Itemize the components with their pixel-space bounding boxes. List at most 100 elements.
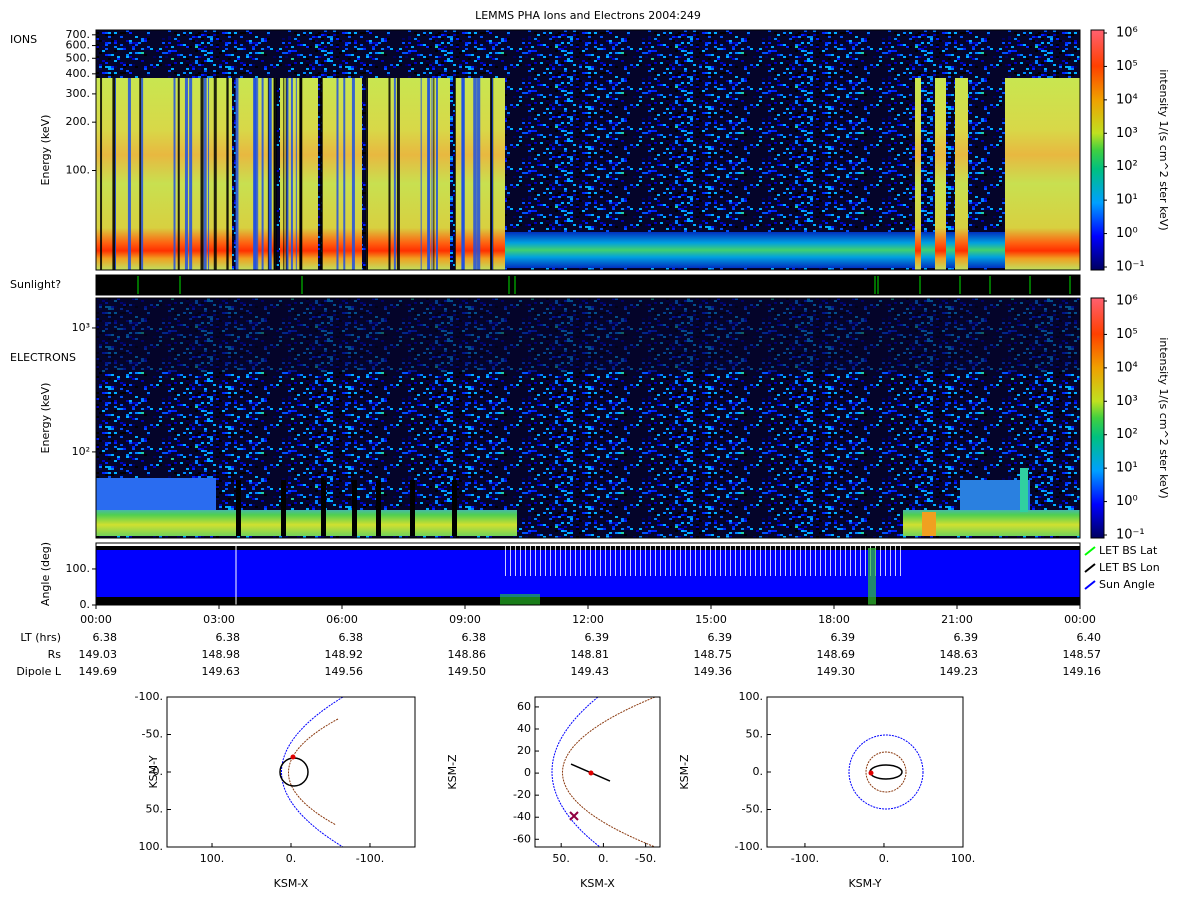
texture: [376, 480, 381, 536]
row-value: 6.38: [216, 631, 241, 644]
row-label: Dipole L: [16, 665, 62, 678]
x-axis-label: KSM-X: [580, 877, 615, 890]
texture: [267, 78, 269, 270]
y-tick-label: 0: [524, 766, 531, 779]
texture: [915, 78, 921, 270]
texture: [1020, 468, 1028, 512]
x-tick-label: 00:00: [80, 613, 112, 626]
y-tick-label: 100.: [739, 690, 764, 703]
row-value: 6.39: [954, 631, 979, 644]
row-value: 149.69: [79, 665, 118, 678]
y-tick-label: 200.: [66, 115, 91, 128]
texture: [96, 78, 232, 270]
y-axis-label: KSM-Z: [446, 754, 459, 790]
y-tick-label: 0.: [80, 598, 91, 611]
texture: [351, 78, 355, 270]
y-axis-label: Angle (deg): [39, 542, 52, 606]
colorbar-tick-label: 10⁶: [1116, 26, 1138, 41]
magnetopause: [551, 696, 601, 848]
electron-spectrogram: [96, 298, 1080, 538]
x-tick-label: 100.: [951, 852, 976, 865]
texture: [200, 78, 204, 270]
x-tick-label: 09:00: [449, 613, 481, 626]
y-tick-label: 500.: [66, 51, 91, 64]
frame: [534, 696, 661, 848]
x-tick-label: 15:00: [695, 613, 727, 626]
y-tick-label: 10²: [72, 445, 90, 458]
frame: [95, 297, 1081, 539]
y-tick-label: 40: [517, 722, 531, 735]
y-tick-label: -50.: [742, 803, 763, 816]
row-value: 6.38: [339, 631, 364, 644]
texture: [141, 78, 144, 270]
row-value: 148.69: [817, 648, 856, 661]
texture: [388, 78, 391, 270]
legend-label: LET BS Lon: [1099, 561, 1160, 574]
texture: [922, 512, 936, 536]
x-tick-label: 0.: [598, 852, 609, 865]
texture: [283, 78, 285, 270]
texture: [96, 597, 1080, 605]
texture: [433, 78, 435, 270]
row-value: 149.43: [571, 665, 610, 678]
row-value: 149.30: [817, 665, 856, 678]
row-value: 149.16: [1063, 665, 1102, 678]
y-tick-label: 100.: [66, 163, 91, 176]
bow-shock: [562, 696, 656, 848]
row-value: 149.63: [202, 665, 241, 678]
legend-label: Sun Angle: [1099, 578, 1155, 591]
x-tick-label: 100.: [200, 852, 225, 865]
x-tick-label: -50.: [635, 852, 656, 865]
texture: [505, 546, 905, 576]
colorbar-tick-label: 10¹: [1116, 193, 1138, 208]
texture: [226, 78, 229, 270]
colorbar-tick-label: 10²: [1116, 427, 1138, 442]
colorbar-tick-label: 10³: [1116, 394, 1138, 409]
x-tick-label: 50.: [552, 852, 570, 865]
orbit: [279, 757, 309, 787]
angle-panel: [96, 543, 1080, 605]
texture: [253, 78, 257, 270]
x-tick-label: 0.: [286, 852, 297, 865]
texture: [213, 78, 217, 270]
row-value: 149.36: [694, 665, 733, 678]
frame: [166, 696, 416, 848]
magnetopause: [281, 696, 344, 848]
colorbar-tick-label: 10⁻¹: [1116, 528, 1145, 543]
y-tick-label: -40: [513, 810, 531, 823]
texture: [113, 78, 116, 270]
y-tick-label: 0.: [753, 765, 764, 778]
texture: [500, 594, 540, 605]
texture: [290, 78, 293, 270]
orbit-xy: [279, 696, 344, 848]
y-tick-label: 700.: [66, 28, 91, 41]
colorbar: [1090, 29, 1105, 271]
colorbar-label: intensity 1/(s cm^2 ster keV): [1157, 69, 1170, 230]
y-tick-label: 60: [517, 700, 531, 713]
x-tick-label: 12:00: [572, 613, 604, 626]
y-tick-label: 100.: [66, 562, 91, 575]
texture: [112, 78, 115, 270]
texture: [177, 78, 180, 270]
row-value: 148.98: [202, 648, 241, 661]
texture: [127, 78, 131, 270]
texture: [268, 78, 272, 270]
panel-label: IONS: [10, 33, 37, 46]
texture: [420, 78, 422, 270]
x-tick-label: 21:00: [941, 613, 973, 626]
colorbar: [1090, 297, 1105, 539]
texture: [868, 548, 876, 605]
row-label: Rs: [48, 648, 62, 661]
row-value: 149.23: [940, 665, 979, 678]
texture: [208, 78, 210, 270]
texture: [428, 78, 430, 270]
row-value: 6.38: [462, 631, 487, 644]
colorbar-tick-label: 10¹: [1116, 461, 1138, 476]
y-tick-label: -60: [513, 832, 531, 845]
colorbar-tick-label: 10⁻¹: [1116, 260, 1145, 275]
spacecraft: [868, 770, 874, 776]
frame: [95, 29, 1081, 271]
row-value: 6.39: [831, 631, 856, 644]
texture: [257, 78, 259, 270]
y-tick-label: -100.: [735, 840, 763, 853]
